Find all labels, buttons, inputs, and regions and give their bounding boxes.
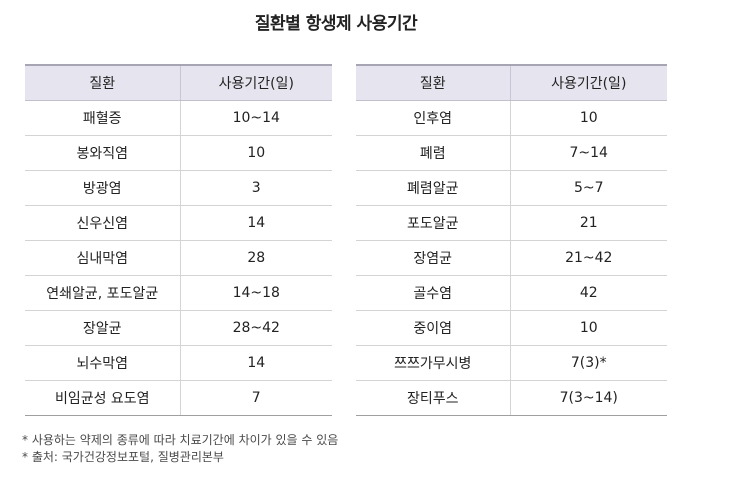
table-row: 뇌수막염 14 xyxy=(25,345,332,381)
disease-cell: 뇌수막염 xyxy=(25,345,180,381)
disease-cell: 패혈증 xyxy=(25,100,180,136)
table-row: 패혈증 10~14 xyxy=(25,100,332,136)
footnote-source: * 출처: 국가건강정보포털, 질병관리본부 xyxy=(22,450,224,464)
disease-cell: 장티푸스 xyxy=(356,380,510,416)
disease-cell: 방광염 xyxy=(25,170,180,206)
disease-cell: 폐렴알균 xyxy=(356,170,510,206)
disease-cell: 폐렴 xyxy=(356,135,510,171)
duration-cell: 7~14 xyxy=(509,135,667,171)
duration-cell: 14 xyxy=(179,345,332,381)
table-row: 연쇄알균, 포도알균 14~18 xyxy=(25,275,332,311)
duration-table-right: 질환 사용기간(일) 인후염 10 폐렴 7~14 폐렴알균 5~7 포도알균 21 장염균 21… xyxy=(356,64,667,416)
duration-cell: 42 xyxy=(509,275,667,311)
footnotes: * 사용하는 약제의 종류에 따라 치료기간에 차이가 있을 수 있음 * 출처… xyxy=(22,432,338,466)
duration-cell: 5~7 xyxy=(509,170,667,206)
table-row: 비임균성 요도염 7 xyxy=(25,380,332,416)
table-body: 인후염 10 폐렴 7~14 폐렴알균 5~7 포도알균 21 장염균 21~42 골수염 42 중이염… xyxy=(356,100,667,416)
disease-cell: 중이염 xyxy=(356,310,510,346)
column-header-disease: 질환 xyxy=(356,64,510,101)
disease-cell: 인후염 xyxy=(356,100,510,136)
disease-cell: 장염균 xyxy=(356,240,510,276)
column-header-disease: 질환 xyxy=(25,64,180,101)
disease-cell: 비임균성 요도염 xyxy=(25,380,180,416)
page-title: 질환별 항생제 사용기간 xyxy=(254,14,418,34)
table-row: 중이염 10 xyxy=(356,310,667,346)
table-row: 장알균 28~42 xyxy=(25,310,332,346)
duration-cell: 10~14 xyxy=(179,100,332,136)
table-body: 패혈증 10~14 봉와직염 10 방광염 3 신우신염 14 심내막염 28 연쇄알균, 포도알균… xyxy=(25,100,332,416)
table-row: 골수염 42 xyxy=(356,275,667,311)
duration-cell: 28 xyxy=(179,240,332,276)
table-row: 인후염 10 xyxy=(356,100,667,136)
table-row: 폐렴 7~14 xyxy=(356,135,667,171)
disease-cell: 봉와직염 xyxy=(25,135,180,171)
duration-cell: 10 xyxy=(509,310,667,346)
column-header-duration: 사용기간(일) xyxy=(179,64,332,101)
duration-cell: 10 xyxy=(179,135,332,171)
duration-cell: 7 xyxy=(179,380,332,416)
disease-cell: 골수염 xyxy=(356,275,510,311)
table-row: 심내막염 28 xyxy=(25,240,332,276)
disease-cell: 신우신염 xyxy=(25,205,180,241)
duration-cell: 14 xyxy=(179,205,332,241)
table-row: 포도알균 21 xyxy=(356,205,667,241)
disease-cell: 심내막염 xyxy=(25,240,180,276)
disease-cell: 장알균 xyxy=(25,310,180,346)
duration-cell: 10 xyxy=(509,100,667,136)
table-row: 장티푸스 7(3~14) xyxy=(356,380,667,416)
duration-cell: 21 xyxy=(509,205,667,241)
duration-cell: 7(3~14) xyxy=(509,380,667,416)
table-row: 쯔쯔가무시병 7(3)* xyxy=(356,345,667,381)
footnote-variation: * 사용하는 약제의 종류에 따라 치료기간에 차이가 있을 수 있음 xyxy=(22,433,339,447)
table-row: 폐렴알균 5~7 xyxy=(356,170,667,206)
table-row: 장염균 21~42 xyxy=(356,240,667,276)
table-header-row: 질환 사용기간(일) xyxy=(25,64,332,101)
table-row: 신우신염 14 xyxy=(25,205,332,241)
table-header-row: 질환 사용기간(일) xyxy=(356,64,667,101)
duration-cell: 7(3)* xyxy=(509,345,667,381)
duration-cell: 28~42 xyxy=(179,310,332,346)
disease-cell: 쯔쯔가무시병 xyxy=(356,345,510,381)
duration-table-left: 질환 사용기간(일) 패혈증 10~14 봉와직염 10 방광염 3 신우신염 14 심내막염 2… xyxy=(25,64,332,416)
duration-cell: 14~18 xyxy=(179,275,332,311)
table-row: 봉와직염 10 xyxy=(25,135,332,171)
duration-cell: 21~42 xyxy=(509,240,667,276)
duration-cell: 3 xyxy=(179,170,332,206)
disease-cell: 연쇄알균, 포도알균 xyxy=(25,275,180,311)
table-row: 방광염 3 xyxy=(25,170,332,206)
column-header-duration: 사용기간(일) xyxy=(509,64,667,101)
disease-cell: 포도알균 xyxy=(356,205,510,241)
